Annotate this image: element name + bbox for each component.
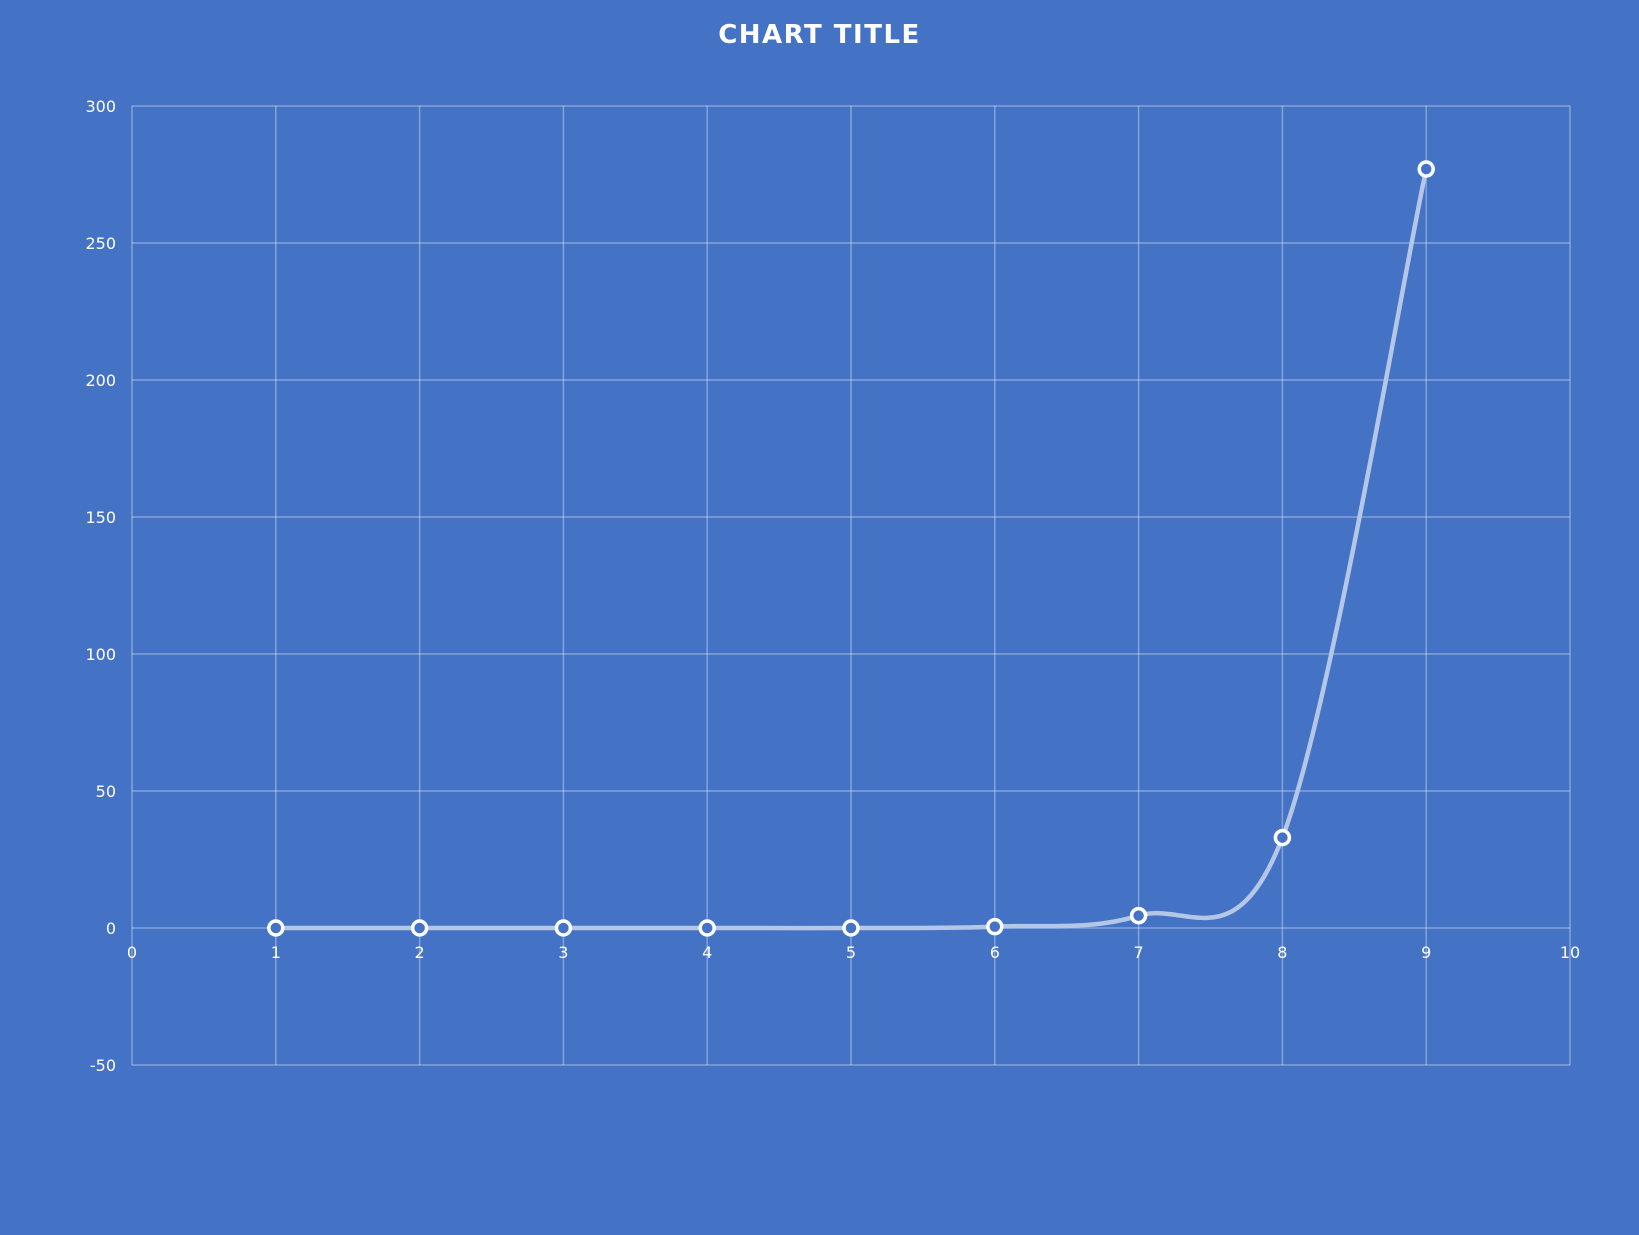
x-tick-label: 9: [1421, 943, 1431, 962]
chart-title: CHART TITLE: [718, 20, 921, 50]
x-tick-label: 1: [271, 943, 281, 962]
data-point: [1273, 828, 1292, 847]
x-gridlines: [131, 106, 1571, 1065]
y-tick-label: 50: [96, 782, 116, 801]
data-point: [698, 919, 716, 937]
x-tick-label: 7: [1134, 943, 1144, 962]
data-point: [986, 917, 1004, 936]
y-tick-label: 200: [85, 371, 116, 390]
data-point: [1417, 160, 1435, 178]
y-tick-label: 0: [106, 919, 116, 938]
data-point: [1129, 906, 1148, 925]
data-point: [842, 919, 860, 937]
x-axis-tick-labels: 0 1 2 3 4 5 6 7 8 9 10: [127, 943, 1580, 962]
data-point: [267, 919, 285, 937]
x-tick-label: 0: [127, 943, 137, 962]
x-tick-label: 2: [415, 943, 425, 962]
data-point: [554, 919, 573, 937]
x-tick-label: 8: [1277, 943, 1287, 962]
y-tick-label: 100: [85, 645, 116, 664]
series-lines: [273, 166, 1429, 931]
y-gridlines: [132, 105, 1570, 1066]
x-tick-label: 4: [702, 943, 712, 962]
y-tick-label: 150: [85, 508, 116, 527]
data-point: [410, 919, 429, 937]
y-axis-tick-labels: -50 0 50 100 150 200 250 300: [85, 97, 116, 1075]
y-tick-label: 300: [85, 97, 116, 116]
y-tick-label: 250: [85, 234, 116, 253]
y-tick-label: -50: [90, 1056, 116, 1075]
x-tick-label: 5: [846, 943, 856, 962]
series-line: [273, 166, 1429, 931]
series-points: [267, 160, 1435, 937]
x-tick-label: 3: [558, 943, 568, 962]
x-tick-label: 10: [1560, 943, 1580, 962]
x-tick-label: 6: [990, 943, 1000, 962]
